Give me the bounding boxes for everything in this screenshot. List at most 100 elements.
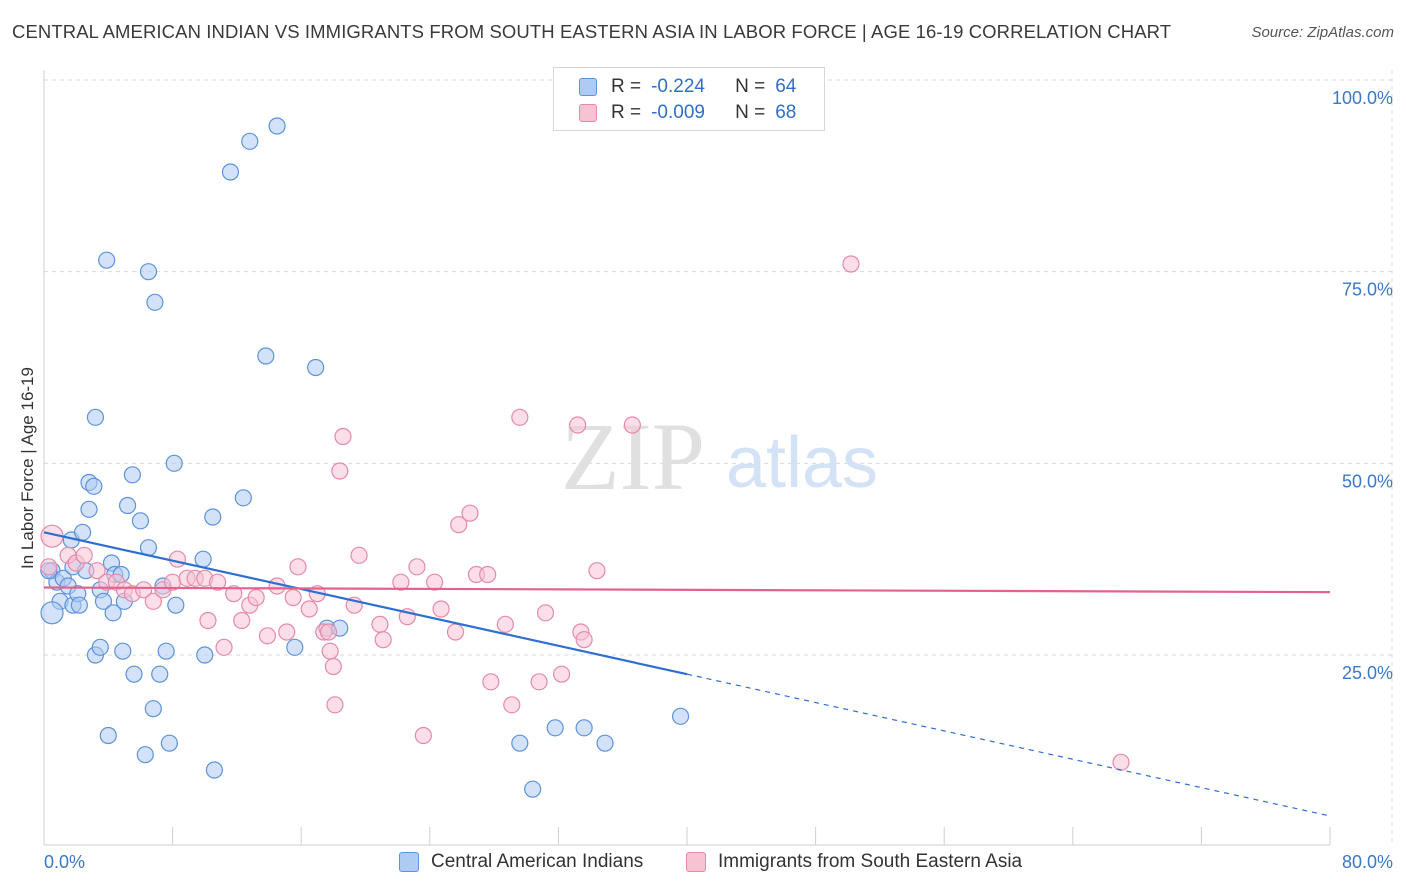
point-pink — [233, 611, 251, 630]
r-label: R = — [611, 102, 642, 123]
point-pink — [446, 623, 465, 641]
point-pink — [278, 623, 296, 641]
point-blue — [596, 734, 614, 752]
y-tick-label: 50.0% — [1342, 471, 1393, 491]
n-label: N = — [735, 76, 766, 97]
x-tick-min: 0.0% — [44, 852, 86, 872]
legend-row-pink: R = -0.009 N = 68 — [579, 101, 796, 125]
point-pink — [482, 673, 500, 691]
point-pink — [215, 638, 233, 656]
series-legend: Central American Indians Immigrants from… — [0, 851, 1406, 879]
point-blue — [136, 746, 154, 764]
watermark-atlas: atlas — [726, 423, 878, 503]
point-pink — [331, 462, 349, 480]
point-pink — [321, 642, 339, 660]
axes — [43, 70, 1331, 846]
point-blue — [94, 592, 113, 610]
point-blue — [146, 293, 164, 311]
point-blue — [98, 251, 116, 269]
point-blue — [307, 358, 325, 377]
source-credit: Source: ZipAtlas.com — [1251, 24, 1394, 41]
point-pink — [414, 726, 432, 745]
point-blue — [160, 734, 178, 752]
point-pink — [289, 558, 307, 576]
point-pink — [1112, 753, 1130, 771]
pink-swatch — [686, 852, 706, 872]
point-pink — [144, 592, 162, 610]
point-pink — [569, 416, 587, 434]
point-blue — [257, 347, 275, 365]
point-pink — [350, 546, 368, 564]
series-immigrants-sea — [40, 255, 1130, 771]
point-blue — [91, 638, 109, 656]
n-value-blue: 64 — [775, 76, 797, 97]
n-value-pink: 68 — [775, 102, 797, 123]
grid-lines — [44, 70, 1393, 845]
point-blue — [86, 408, 105, 426]
point-blue — [118, 496, 137, 515]
point-pink — [623, 416, 641, 434]
point-blue — [671, 707, 690, 725]
point-pink — [258, 627, 277, 645]
r-value-blue: -0.224 — [651, 76, 705, 97]
point-blue — [125, 665, 143, 683]
point-blue — [234, 489, 252, 507]
point-pink — [40, 558, 58, 576]
point-pink — [334, 427, 352, 446]
watermark: ZIP atlas — [561, 403, 878, 510]
point-blue — [144, 700, 162, 718]
point-blue — [524, 780, 542, 798]
point-pink — [530, 673, 548, 691]
legend-label: Immigrants from South Eastern Asia — [718, 851, 1023, 872]
trend-lines — [43, 531, 1331, 817]
point-pink — [326, 696, 344, 714]
y-tick-label: 75.0% — [1342, 280, 1393, 300]
point-pink — [225, 585, 243, 603]
point-blue — [268, 117, 286, 135]
stats-legend: R = -0.224 N = 64 R = -0.009 N = 68 — [553, 67, 825, 131]
point-blue — [546, 719, 564, 737]
point-blue — [286, 638, 304, 656]
point-pink — [588, 562, 606, 580]
legend-item-immigrants-sea[interactable]: Immigrants from South Eastern Asia — [686, 851, 1022, 873]
point-blue — [123, 466, 142, 484]
point-pink — [553, 665, 571, 683]
point-blue — [241, 132, 259, 150]
legend-row-blue: R = -0.224 N = 64 — [579, 75, 796, 99]
n-label: N = — [735, 102, 766, 123]
point-pink — [575, 631, 593, 649]
trend-line-pink — [43, 586, 1331, 594]
point-blue — [165, 454, 183, 472]
point-pink — [284, 588, 302, 607]
point-pink — [511, 408, 529, 426]
point-pink — [374, 631, 392, 649]
point-blue — [151, 665, 169, 683]
point-blue — [194, 550, 212, 568]
point-pink — [479, 565, 497, 584]
series-central-american-indians — [40, 117, 690, 798]
point-blue — [80, 500, 98, 518]
point-blue — [99, 726, 117, 745]
point-pink — [319, 623, 338, 641]
point-blue — [114, 642, 132, 660]
point-pink — [408, 558, 426, 576]
point-pink — [432, 600, 450, 618]
point-pink — [536, 604, 555, 622]
point-pink — [300, 600, 318, 618]
trend-line-blue — [43, 531, 688, 676]
point-blue — [40, 601, 64, 625]
y-tick-label: 100.0% — [1332, 88, 1393, 108]
point-pink — [199, 611, 217, 630]
legend-item-central-american-indians[interactable]: Central American Indians — [399, 851, 643, 873]
y-tick-labels: 25.0% 50.0% 75.0% 100.0% — [1332, 88, 1393, 683]
point-blue — [70, 596, 88, 614]
point-blue — [85, 477, 103, 495]
point-blue — [221, 163, 240, 181]
y-tick-label: 25.0% — [1342, 663, 1393, 683]
point-pink — [496, 615, 514, 633]
point-blue — [131, 512, 150, 530]
point-pink — [461, 504, 479, 522]
point-blue — [204, 508, 222, 526]
point-blue — [511, 734, 529, 752]
